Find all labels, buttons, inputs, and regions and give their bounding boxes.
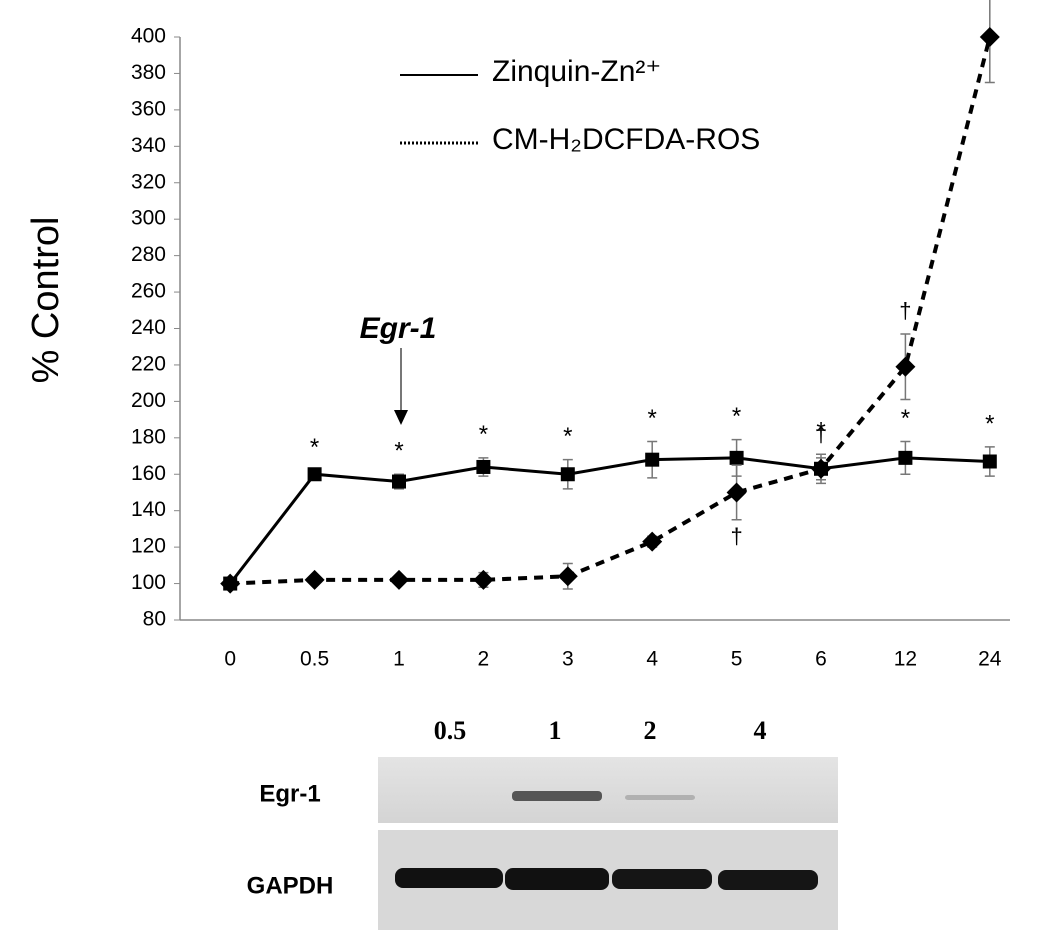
y-tick-label: 120 bbox=[131, 535, 166, 558]
x-tick-label: 1 bbox=[393, 648, 405, 671]
significance-label: * bbox=[985, 410, 994, 437]
marker bbox=[392, 474, 406, 489]
marker bbox=[729, 450, 744, 465]
series-line bbox=[230, 36, 992, 586]
y-tick-label: 160 bbox=[131, 462, 166, 485]
marker bbox=[389, 569, 409, 590]
x-tick-label: 0.5 bbox=[300, 648, 329, 671]
y-tick-label: 320 bbox=[131, 170, 166, 193]
marker bbox=[642, 531, 663, 552]
marker bbox=[979, 27, 1000, 47]
y-tick-label: 260 bbox=[131, 280, 166, 303]
marker bbox=[307, 467, 322, 482]
y-tick-label: 340 bbox=[131, 134, 166, 157]
y-tick-label: 80 bbox=[143, 608, 166, 631]
legend-label: CM-H₂DCFDA-ROS bbox=[492, 123, 760, 156]
y-tick-label: 140 bbox=[131, 498, 166, 521]
marker bbox=[557, 566, 578, 587]
lane-label: 0.5 bbox=[434, 716, 467, 745]
marker bbox=[898, 450, 913, 465]
y-tick-label: 280 bbox=[131, 243, 166, 266]
lane-label: 1 bbox=[549, 716, 562, 745]
x-tick-label: 3 bbox=[562, 648, 574, 671]
blot-band bbox=[625, 795, 695, 800]
significance-label: * bbox=[901, 405, 910, 432]
marker bbox=[473, 569, 494, 590]
y-tick-label: 380 bbox=[131, 61, 166, 84]
marker bbox=[476, 459, 491, 474]
significance-label: † bbox=[899, 298, 911, 323]
marker bbox=[726, 482, 747, 503]
significance-label: * bbox=[479, 421, 488, 448]
significance-label: * bbox=[563, 423, 572, 450]
y-tick-label: 240 bbox=[131, 316, 166, 339]
y-tick-label: 180 bbox=[131, 425, 166, 448]
marker bbox=[811, 458, 831, 479]
lane-label: 4 bbox=[754, 716, 767, 745]
marker bbox=[982, 454, 997, 469]
x-tick-label: 6 bbox=[815, 648, 827, 671]
y-tick-label: 200 bbox=[131, 389, 166, 412]
x-tick-label: 12 bbox=[894, 648, 917, 671]
y-axis-label: % Control bbox=[25, 217, 67, 384]
blot-band bbox=[395, 868, 503, 888]
marker bbox=[220, 573, 241, 594]
y-tick-label: 100 bbox=[131, 571, 166, 594]
marker bbox=[645, 452, 660, 467]
x-tick-label: 5 bbox=[731, 648, 743, 671]
row-label: Egr-1 bbox=[259, 780, 320, 807]
annotation-arrow-head bbox=[394, 410, 408, 425]
significance-label: † bbox=[815, 422, 827, 447]
y-tick-label: 400 bbox=[131, 25, 166, 48]
blot-panel bbox=[378, 757, 838, 823]
significance-label: * bbox=[648, 405, 657, 432]
annotation: Egr-1 bbox=[360, 312, 437, 345]
x-tick-label: 0 bbox=[224, 648, 236, 671]
significance-label: * bbox=[732, 403, 741, 430]
x-tick-label: 2 bbox=[478, 648, 490, 671]
marker bbox=[895, 356, 916, 377]
legend-label: Zinquin-Zn²⁺ bbox=[492, 55, 661, 88]
y-tick-label: 220 bbox=[131, 352, 166, 375]
series-line bbox=[229, 456, 990, 585]
blot-band bbox=[718, 870, 818, 890]
lane-label: 2 bbox=[644, 716, 657, 745]
x-tick-label: 24 bbox=[978, 648, 1002, 671]
y-tick-label: 300 bbox=[131, 207, 166, 230]
blot-band bbox=[505, 868, 609, 890]
marker bbox=[304, 569, 325, 590]
significance-label: * bbox=[310, 434, 319, 461]
row-label: GAPDH bbox=[247, 872, 334, 899]
significance-label: † bbox=[730, 524, 742, 549]
blot-band bbox=[512, 791, 602, 801]
significance-label: * bbox=[816, 418, 825, 445]
y-tick-label: 360 bbox=[131, 97, 166, 120]
x-tick-label: 4 bbox=[646, 648, 658, 671]
marker bbox=[560, 467, 575, 482]
significance-label: * bbox=[394, 438, 403, 465]
blot-band bbox=[612, 869, 712, 889]
